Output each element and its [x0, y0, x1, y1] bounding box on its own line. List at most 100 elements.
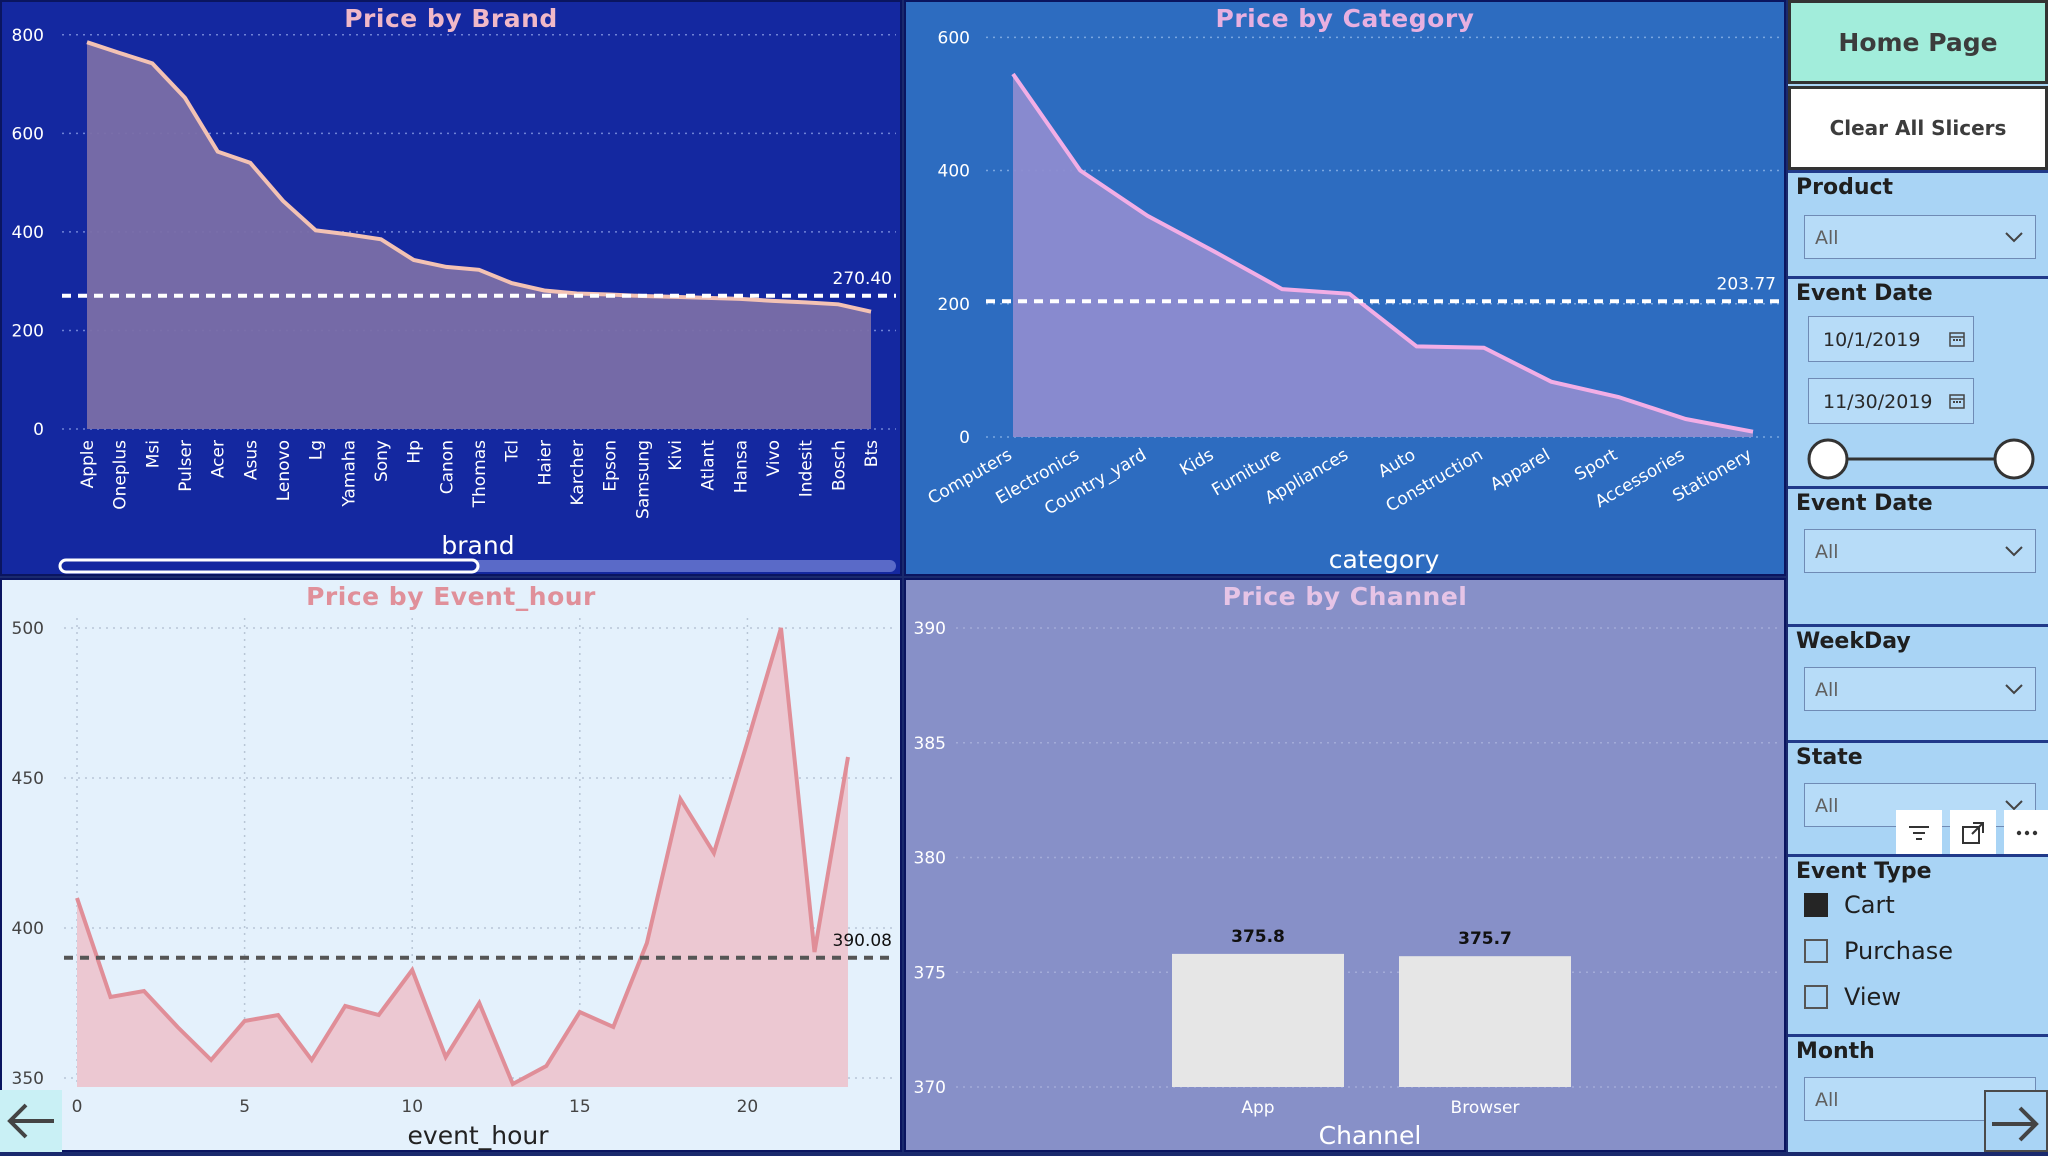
event-date-slicer: Event Date All: [1788, 486, 2048, 624]
brand-x-tick-label: Epson: [601, 440, 621, 492]
hour-average-label: 390.08: [833, 931, 892, 951]
channel-y-tick-label: 370: [914, 1078, 946, 1098]
brand-x-tick-label: Bts: [862, 440, 882, 467]
hour-x-axis-label: event_hour: [408, 1121, 550, 1150]
chevron-down-icon: [2005, 546, 2023, 557]
brand-x-tick-label: Haier: [535, 440, 555, 485]
channel-data-label: 375.7: [1458, 929, 1512, 949]
brand-x-tick-label: Lenovo: [274, 440, 294, 501]
hour-chart-title: Price by Event_hour: [306, 582, 596, 611]
category-chart-panel: Price by Category 600 400 200 0 203.77 Comp…: [904, 0, 1786, 576]
state-slicer-title: State: [1796, 745, 1863, 770]
weekday-dropdown[interactable]: All: [1804, 667, 2036, 711]
brand-y-tick-label: 200: [12, 321, 44, 341]
weekday-slicer: WeekDay All: [1788, 624, 2048, 740]
event-type-slicer: Event Type Cart Purchase View: [1788, 854, 2048, 1034]
chevron-down-icon: [2005, 684, 2023, 695]
brand-x-tick-label: Asus: [241, 440, 261, 480]
channel-x-tick-label: App: [1241, 1098, 1274, 1118]
more-options-button[interactable]: [2004, 810, 2048, 856]
brand-x-tick-label: Msi: [143, 440, 163, 468]
cat-x-tick-label: Apparel: [1487, 445, 1554, 495]
filter-icon: [1909, 826, 1929, 840]
product-slicer-title: Product: [1796, 175, 1894, 200]
brand-y-tick-label: 600: [12, 124, 44, 144]
hour-y-tick-label: 500: [12, 619, 44, 639]
focus-mode-icon: [1962, 822, 1984, 844]
brand-x-tick-label: Samsung: [633, 440, 653, 519]
cat-y-tick-label: 400: [938, 162, 970, 182]
brand-y-tick-label: 400: [12, 223, 44, 243]
hour-x-tick-label: 10: [401, 1097, 423, 1117]
brand-x-tick-label: Thomas: [470, 440, 490, 509]
brand-series-line: [86, 40, 872, 314]
previous-page-button[interactable]: [0, 1090, 62, 1152]
hour-chart: 500 450 400 350 390.08 0 5 10 15 20 event_hour: [12, 618, 896, 1150]
channel-x-axis-label: Channel: [1319, 1121, 1422, 1150]
event-date-range-title: Event Date: [1796, 281, 1933, 306]
brand-chart-panel: Price by Brand 800 600 400 200 0 270.40 Appl…: [0, 0, 902, 576]
product-dropdown[interactable]: All: [1804, 215, 2036, 259]
brand-y-tick-label: 800: [12, 26, 44, 46]
chevron-down-icon: [2005, 800, 2023, 811]
event-date-start-input[interactable]: 10/1/2019: [1808, 316, 1974, 362]
hour-series-line: [75, 627, 850, 1087]
brand-x-tick-label: Apple: [78, 440, 98, 488]
range-slider-end-handle[interactable]: [1993, 438, 2035, 480]
cat-y-tick-label: 600: [938, 28, 970, 48]
hour-x-tick-label: 20: [737, 1097, 759, 1117]
purchase-checkbox[interactable]: [1804, 939, 1828, 963]
category-average-label: 203.77: [1717, 274, 1776, 294]
brand-x-axis-label: brand: [441, 531, 514, 560]
channel-y-tick-label: 375: [914, 963, 946, 983]
arrow-left-icon: [7, 1103, 54, 1139]
brand-chart-title: Price by Brand: [344, 4, 558, 33]
brand-x-tick-label: Karcher: [568, 440, 588, 505]
event-type-option-view[interactable]: View: [1804, 981, 1901, 1013]
more-options-icon: [2016, 830, 2038, 836]
event-type-option-purchase[interactable]: Purchase: [1804, 935, 1953, 967]
cat-x-tick-label: Kids: [1177, 445, 1218, 480]
brand-x-tick-label: Oneplus: [111, 440, 131, 510]
calendar-icon: [1949, 394, 1965, 409]
event-date-end-input[interactable]: 11/30/2019: [1808, 378, 1974, 424]
view-checkbox[interactable]: [1804, 985, 1828, 1009]
channel-bar-browser[interactable]: [1399, 956, 1571, 1087]
cat-y-tick-label: 0: [959, 428, 970, 448]
hour-chart-panel: Price by Event_hour 500 450 400 350 390.08 …: [0, 578, 902, 1152]
category-chart-title: Price by Category: [1215, 4, 1475, 33]
range-slider-start-handle[interactable]: [1807, 438, 1849, 480]
cart-checkbox[interactable]: [1804, 893, 1828, 917]
brand-average-label: 270.40: [833, 269, 892, 289]
event-date-dropdown[interactable]: All: [1804, 529, 2036, 573]
arrow-right-icon: [1992, 1106, 2039, 1142]
clear-all-slicers-button[interactable]: Clear All Slicers: [1788, 86, 2048, 170]
channel-data-label: 375.8: [1231, 927, 1285, 947]
event-type-option-cart[interactable]: Cart: [1804, 889, 1895, 921]
channel-y-tick-label: 380: [914, 849, 946, 869]
brand-x-tick-label: Lg: [307, 440, 327, 460]
brand-x-tick-label: Hansa: [731, 440, 751, 493]
focus-mode-button[interactable]: [1950, 810, 1996, 856]
state-dropdown-value: All: [1815, 795, 1839, 817]
brand-scrollbar-thumb[interactable]: [58, 558, 480, 574]
category-area-fill: [1013, 74, 1753, 437]
channel-chart-title: Price by Channel: [1222, 582, 1468, 611]
next-page-button[interactable]: [1984, 1090, 2048, 1152]
brand-x-tick-label: Acer: [209, 440, 229, 478]
brand-x-tick-label: Kivi: [666, 440, 686, 471]
channel-y-tick-label: 390: [914, 619, 946, 639]
event-date-slicer-title: Event Date: [1796, 491, 1933, 516]
event-date-range-slider[interactable]: [1788, 429, 2048, 489]
brand-x-tick-label: Atlant: [699, 440, 719, 491]
channel-chart: 390 385 380 375 370 375.8 App 375.7 Browser Cha…: [914, 619, 1780, 1150]
purchase-label: Purchase: [1844, 937, 1953, 965]
event-type-slicer-title: Event Type: [1796, 859, 1932, 884]
month-slicer-title: Month: [1796, 1039, 1875, 1064]
home-page-button[interactable]: Home Page: [1788, 0, 2048, 84]
filter-button[interactable]: [1896, 810, 1942, 856]
brand-x-tick-label: Canon: [437, 440, 457, 494]
brand-chart: 800 600 400 200 0 270.40 Apple Oneplus Msi Puls…: [12, 26, 896, 574]
state-dropdown[interactable]: All: [1804, 783, 2036, 827]
channel-bar-app[interactable]: [1172, 953, 1344, 1087]
